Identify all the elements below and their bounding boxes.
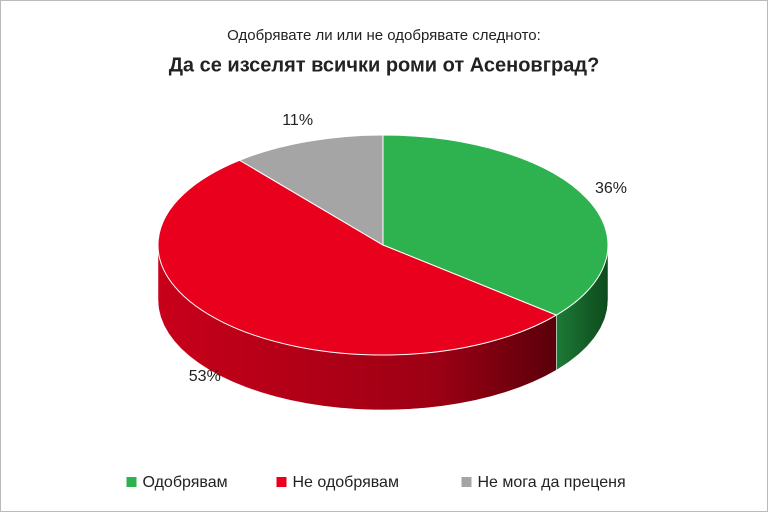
pie-slice	[238, 134, 384, 246]
slice-top	[157, 159, 558, 356]
legend-swatch	[126, 477, 137, 487]
data-label: 36%	[595, 180, 627, 197]
slice-top	[382, 134, 609, 316]
legend-label: Не мога да преценя	[478, 474, 626, 491]
data-label: 11%	[282, 112, 313, 129]
legend-label: Одобрявам	[143, 474, 228, 491]
pie-slice	[157, 159, 558, 411]
legend-label: Не одобрявам	[293, 474, 399, 491]
legend-swatch	[276, 477, 287, 487]
slice-top	[238, 134, 384, 246]
chart-subtitle: Одобрявате ли или не одобрявате следното…	[227, 27, 541, 44]
chart-title: Да се изселят всички роми от Асеновград?	[169, 54, 600, 76]
data-label: 53%	[189, 368, 221, 385]
legend-swatch	[461, 477, 472, 487]
